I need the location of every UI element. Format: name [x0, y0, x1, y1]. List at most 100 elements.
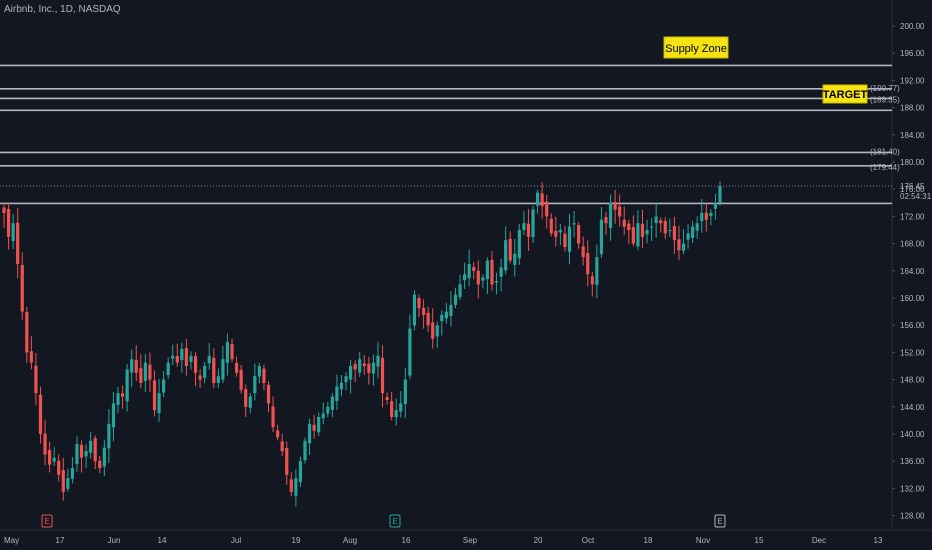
- candle-down: [93, 435, 97, 470]
- chart-title: Airbnb, Inc., 1D, NASDAQ: [4, 4, 121, 15]
- candle-body: [244, 389, 248, 407]
- candle-body: [239, 369, 243, 390]
- level-value-label: (190.77): [870, 84, 900, 93]
- candle-body: [490, 259, 494, 285]
- candle-down: [581, 236, 585, 266]
- candle-body: [695, 223, 699, 231]
- candle-body: [645, 230, 649, 235]
- candle-body: [303, 440, 307, 461]
- price-tick-label: 152.00: [900, 348, 925, 357]
- candle-down: [139, 354, 143, 389]
- candle-body: [595, 257, 599, 286]
- candle-up: [522, 211, 526, 236]
- candle-up: [376, 341, 380, 379]
- candle-up: [709, 209, 713, 225]
- candle-up: [531, 205, 535, 244]
- candle-up: [700, 199, 704, 233]
- candle-body: [481, 277, 485, 281]
- candle-down: [618, 194, 622, 227]
- level-value-label: (179.44): [870, 163, 900, 172]
- candle-down: [367, 356, 371, 385]
- candle-body: [513, 253, 517, 265]
- candle-body: [440, 315, 444, 322]
- time-tick-label: Jul: [231, 536, 241, 545]
- candle-down: [276, 424, 280, 441]
- candle-up: [162, 371, 166, 397]
- candle-down: [289, 472, 293, 497]
- candle-up: [84, 444, 88, 469]
- candle-body: [307, 423, 312, 444]
- candle-body: [604, 217, 608, 224]
- candle-body: [540, 193, 544, 207]
- candle-down: [353, 360, 357, 383]
- candle-body: [659, 220, 663, 224]
- time-tick-label: Jun: [108, 536, 121, 545]
- candle-down: [34, 353, 38, 406]
- candle-body: [285, 448, 289, 475]
- candle-body: [335, 386, 339, 402]
- candle-body: [586, 253, 590, 275]
- candle-body: [289, 479, 293, 492]
- candle-up: [102, 439, 106, 477]
- candle-up: [317, 412, 321, 437]
- candle-body: [157, 393, 161, 414]
- candle-down: [563, 225, 567, 252]
- price-tick-label: 200.00: [900, 22, 925, 31]
- candle-up: [171, 344, 175, 366]
- candle-body: [225, 342, 230, 363]
- candle-down: [472, 261, 476, 280]
- candle-up: [307, 418, 312, 455]
- candle-body: [2, 207, 6, 213]
- candle-down: [29, 336, 33, 370]
- time-tick-label: Nov: [696, 536, 710, 545]
- candle-down: [48, 441, 52, 473]
- candle-body: [203, 366, 207, 378]
- candle-body: [66, 478, 70, 489]
- candle-body: [262, 368, 266, 383]
- candle-down: [663, 217, 667, 240]
- candle-up: [485, 257, 490, 294]
- supply-zone-badge: Supply Zone: [663, 36, 729, 59]
- candle-body: [426, 312, 430, 326]
- candle-down: [426, 306, 430, 333]
- candle-down: [266, 381, 271, 413]
- time-tick-label: Dec: [812, 536, 826, 545]
- candle-body: [408, 328, 412, 376]
- candle-down: [184, 339, 189, 376]
- candle-down: [175, 343, 179, 367]
- candle-body: [485, 260, 490, 280]
- candle-body: [348, 366, 353, 380]
- candle-up: [189, 351, 193, 370]
- candle-up: [89, 432, 93, 459]
- candle-up: [595, 244, 599, 299]
- candle-body: [207, 355, 211, 364]
- candle-body: [654, 216, 658, 224]
- candle-body: [29, 351, 33, 363]
- candle-body: [48, 449, 52, 465]
- candle-body: [75, 444, 79, 464]
- candle-up: [681, 229, 686, 255]
- price-tick-label: 172.00: [900, 212, 925, 221]
- candle-body: [463, 274, 467, 281]
- candle-body: [713, 202, 718, 209]
- candle-down: [79, 440, 84, 473]
- candle-body: [668, 230, 672, 231]
- candle-down: [604, 212, 608, 235]
- candle-body: [385, 397, 389, 400]
- candle-down: [234, 356, 239, 377]
- candle-up: [335, 374, 339, 410]
- time-tick-label: 13: [874, 536, 883, 545]
- candle-down: [554, 216, 558, 247]
- candle-body: [271, 406, 275, 428]
- candle-up: [713, 193, 718, 220]
- candle-down: [417, 294, 421, 318]
- candle-body: [431, 322, 435, 339]
- candle-body: [636, 223, 640, 247]
- annotations: Supply Zone TARGET(190.77) (189.35) (181.40…: [41, 36, 932, 528]
- candle-up: [125, 364, 129, 412]
- candle-up: [253, 363, 257, 401]
- price-tick-label: 184.00: [900, 131, 925, 140]
- candle-down: [271, 396, 275, 433]
